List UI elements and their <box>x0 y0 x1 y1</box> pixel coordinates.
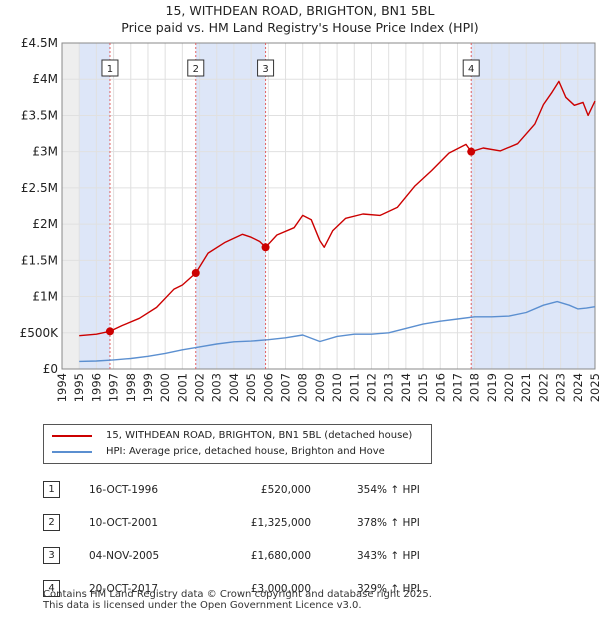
table-row: 2 10-OCT-2001 £1,325,000 378% ↑ HPI <box>43 506 457 539</box>
legend-swatch-hpi <box>52 451 92 453</box>
x-tick-label: 1995 <box>72 373 86 402</box>
sale-marker-label: 3 <box>262 64 268 75</box>
y-tick-label: £1M <box>32 290 58 304</box>
sale-date: 04-NOV-2005 <box>89 549 160 562</box>
x-tick-label: 1999 <box>141 373 155 402</box>
x-tick-label: 1998 <box>124 373 138 402</box>
x-tick-label: 2025 <box>588 373 600 402</box>
sale-hpi-change: 378% ↑ HPI <box>357 516 420 529</box>
plot-frame <box>61 42 596 370</box>
footer-licence: This data is licensed under the Open Gov… <box>43 600 362 611</box>
sale-number-badge: 4 <box>43 580 60 597</box>
legend-swatch-property <box>52 435 92 437</box>
sale-price: £520,000 <box>260 483 311 496</box>
chart-subtitle: Price paid vs. HM Land Registry's House … <box>121 20 479 35</box>
legend-item-hpi: HPI: Average price, detached house, Brig… <box>52 445 385 459</box>
x-tick-label: 2003 <box>210 373 224 402</box>
sale-marker-label: 2 <box>193 64 199 75</box>
x-tick-label: 2010 <box>330 373 344 402</box>
legend-item-property: 15, WITHDEAN ROAD, BRIGHTON, BN1 5BL (de… <box>52 429 412 443</box>
x-tick-label: 1994 <box>55 373 69 402</box>
sale-price: £1,680,000 <box>250 549 311 562</box>
x-tick-label: 2009 <box>313 373 327 402</box>
x-tick-label: 2002 <box>193 373 207 402</box>
sale-point <box>105 327 114 336</box>
shaded-span <box>79 43 110 369</box>
sale-marker-label: 4 <box>468 64 474 75</box>
y-tick-label: £4.5M <box>21 36 58 50</box>
x-tick-label: 2019 <box>485 373 499 402</box>
x-tick-label: 1997 <box>107 373 121 402</box>
sales-table: 1 16-OCT-1996 £520,000 354% ↑ HPI 2 10-O… <box>43 473 457 605</box>
y-tick-label: £2M <box>32 217 58 231</box>
price-chart: £0 £500K £1M £1.5M £2M £2.5M £3M £3.5M £4M £4.5M 1… <box>20 36 600 402</box>
legend-label-hpi: HPI: Average price, detached house, Brig… <box>106 446 385 457</box>
x-tick-label: 2012 <box>364 373 378 402</box>
x-tick-label: 2006 <box>261 373 275 402</box>
sale-marker-box <box>101 59 119 77</box>
sale-number-badge: 3 <box>43 547 60 564</box>
shaded-span <box>195 43 266 369</box>
sale-number-badge: 1 <box>43 481 60 498</box>
sale-date: 10-OCT-2001 <box>89 516 158 529</box>
property-price-line <box>79 80 596 337</box>
x-tick-label: 2000 <box>158 373 172 402</box>
sale-date: 16-OCT-1996 <box>89 483 158 496</box>
sale-marker-box <box>187 59 205 77</box>
x-tick-label: 2015 <box>416 373 430 402</box>
x-tick-label: 2005 <box>244 373 258 402</box>
legend: 15, WITHDEAN ROAD, BRIGHTON, BN1 5BL (de… <box>43 424 432 464</box>
sale-hpi-change: 354% ↑ HPI <box>357 483 420 496</box>
x-tick-label: 2011 <box>347 373 361 402</box>
sale-point <box>467 147 476 156</box>
no-data-region <box>62 43 80 369</box>
y-tick-label: £500K <box>20 326 60 340</box>
sale-marker-box <box>462 59 480 77</box>
sale-marker-label: 1 <box>107 64 113 75</box>
footer: Contains HM Land Registry data © Crown c… <box>43 589 432 611</box>
x-tick-label: 2017 <box>450 373 464 402</box>
sale-hpi-change: 343% ↑ HPI <box>357 549 420 562</box>
x-tick-label: 2021 <box>519 373 533 402</box>
y-tick-label: £0 <box>43 362 58 376</box>
y-tick-label: £3.5M <box>21 108 58 122</box>
x-tick-label: 2007 <box>279 373 293 402</box>
sale-marker-box <box>257 59 275 77</box>
table-row: 1 16-OCT-1996 £520,000 354% ↑ HPI <box>43 473 457 506</box>
y-tick-label: £3M <box>32 145 58 159</box>
legend-label-property: 15, WITHDEAN ROAD, BRIGHTON, BN1 5BL (de… <box>106 430 413 441</box>
x-tick-label: 2013 <box>382 373 396 402</box>
x-tick-label: 1996 <box>89 373 103 402</box>
x-tick-label: 2023 <box>554 373 568 402</box>
sale-date: 20-OCT-2017 <box>89 582 158 595</box>
y-tick-label: £4M <box>32 72 58 86</box>
x-tick-label: 2016 <box>433 373 447 402</box>
sale-price: £1,325,000 <box>250 516 311 529</box>
x-tick-label: 2008 <box>296 373 310 402</box>
y-tick-label: £2.5M <box>21 181 58 195</box>
sale-point <box>261 243 270 252</box>
x-tick-label: 2004 <box>227 373 241 402</box>
hpi-line <box>79 300 596 363</box>
sale-point <box>191 269 200 278</box>
chart-title: 15, WITHDEAN ROAD, BRIGHTON, BN1 5BL <box>165 3 435 18</box>
x-tick-label: 2014 <box>399 373 413 402</box>
x-tick-label: 2024 <box>571 373 585 402</box>
footer-copyright: Contains HM Land Registry data © Crown c… <box>43 589 432 600</box>
sale-number-badge: 2 <box>43 514 60 531</box>
x-tick-label: 2022 <box>536 373 550 402</box>
shaded-span <box>471 43 595 369</box>
sale-hpi-change: 329% ↑ HPI <box>357 582 420 595</box>
x-tick-label: 2018 <box>468 373 482 402</box>
y-tick-label: £1.5M <box>21 253 58 267</box>
sale-price: £3,000,000 <box>250 582 311 595</box>
table-row: 3 04-NOV-2005 £1,680,000 343% ↑ HPI <box>43 539 457 572</box>
x-tick-label: 2001 <box>175 373 189 402</box>
x-tick-label: 2020 <box>502 373 516 402</box>
table-row: 4 20-OCT-2017 £3,000,000 329% ↑ HPI <box>43 572 457 605</box>
